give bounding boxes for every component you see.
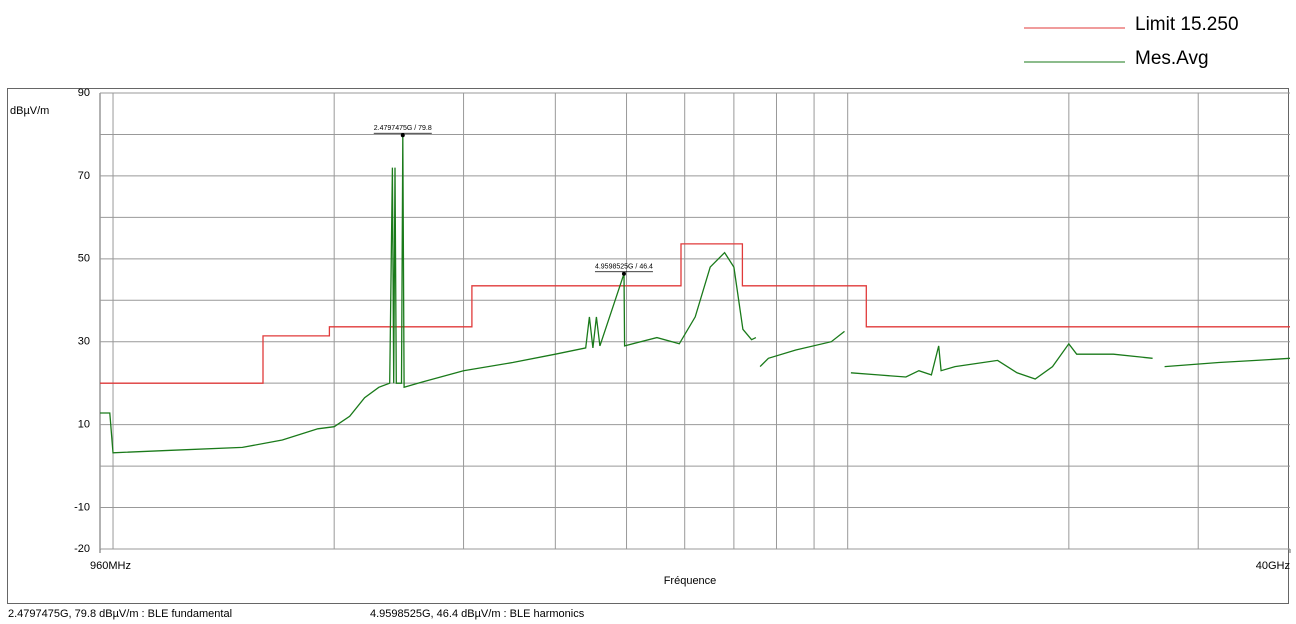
x-tick-label: 40GHz — [1256, 560, 1290, 572]
annotation-marker — [400, 133, 405, 138]
y-tick-label: 10 — [78, 419, 90, 431]
legend-label: Mes.Avg — [1135, 48, 1209, 69]
series-line — [1164, 357, 1291, 368]
note: 2.4797475G, 79.8 dBµV/m : BLE fundamenta… — [8, 608, 232, 620]
annotation-label: 2.4797475G / 79.8 — [374, 125, 432, 132]
y-tick-label: 70 — [78, 170, 90, 182]
legend-label: Limit 15.250 — [1135, 14, 1239, 35]
y-tick-label: -20 — [74, 543, 90, 555]
y-tick-label: 50 — [78, 253, 90, 265]
y-tick-label: 30 — [78, 336, 90, 348]
series-line — [100, 243, 1290, 384]
series-line — [100, 135, 757, 454]
frame — [7, 88, 1289, 604]
x-tick-label: 960MHz — [90, 560, 131, 572]
y-tick-label: 90 — [78, 87, 90, 99]
y-tick-label: -10 — [74, 501, 90, 513]
series-line — [759, 330, 845, 368]
annotation-marker — [621, 271, 626, 276]
series-line — [850, 342, 1153, 380]
x-axis-label: Fréquence — [664, 575, 717, 587]
note: 4.9598525G, 46.4 dBµV/m : BLE harmonics — [370, 608, 585, 620]
y-axis-label: dBµV/m — [10, 105, 49, 117]
annotation-label: 4.9598525G / 46.4 — [595, 264, 653, 271]
